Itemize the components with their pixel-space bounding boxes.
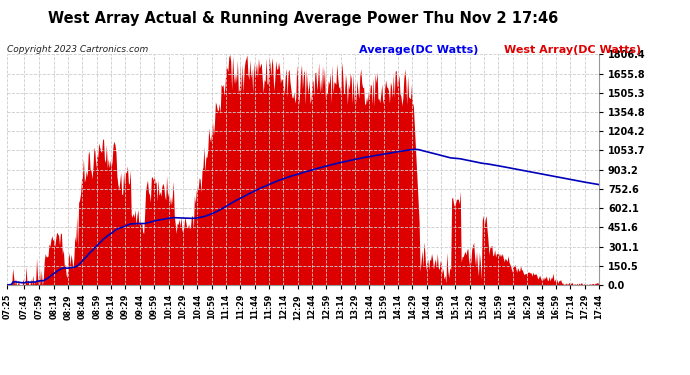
Text: West Array Actual & Running Average Power Thu Nov 2 17:46: West Array Actual & Running Average Powe…	[48, 11, 559, 26]
Text: West Array(DC Watts): West Array(DC Watts)	[504, 45, 641, 55]
Text: Average(DC Watts): Average(DC Watts)	[359, 45, 478, 55]
Text: Copyright 2023 Cartronics.com: Copyright 2023 Cartronics.com	[7, 45, 148, 54]
